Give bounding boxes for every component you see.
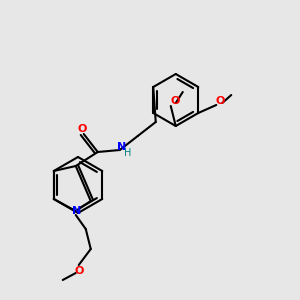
Text: O: O [170, 96, 179, 106]
Text: O: O [216, 96, 225, 106]
Text: N: N [72, 206, 81, 216]
Text: H: H [124, 148, 131, 158]
Text: O: O [77, 124, 86, 134]
Text: N: N [117, 142, 126, 152]
Text: O: O [74, 266, 83, 276]
